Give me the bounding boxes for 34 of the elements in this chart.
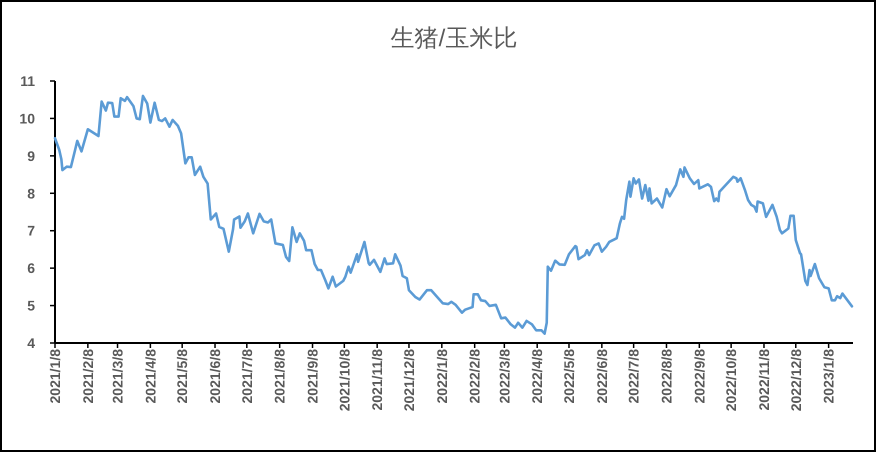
x-tick-label: 2021/5/8	[174, 348, 190, 404]
x-tick-label: 2022/9/8	[691, 348, 708, 404]
x-tick-label: 2022/11/8	[756, 348, 772, 411]
y-tick-label: 10	[19, 110, 36, 126]
x-tick-label: 2021/2/8	[80, 348, 96, 404]
x-tick-label: 2022/7/8	[626, 348, 642, 404]
x-tick-label: 2022/8/8	[658, 348, 674, 404]
x-tick-label: 2023/1/8	[820, 348, 837, 404]
x-tick-label: 2021/8/8	[272, 348, 288, 404]
y-tick-label: 6	[27, 260, 36, 276]
y-tick-label: 8	[27, 185, 36, 202]
y-tick-label: 7	[27, 222, 36, 239]
y-tick-label: 11	[20, 73, 36, 89]
x-tick-label: 2022/10/8	[723, 348, 740, 412]
x-tick-label: 2021/6/8	[207, 348, 224, 404]
x-tick-label: 2022/1/8	[434, 348, 450, 404]
x-tick-label: 2022/6/8	[594, 348, 610, 404]
y-tick-label: 4	[27, 335, 36, 351]
y-tick-label: 5	[27, 298, 36, 314]
x-tick-label: 2021/1/8	[47, 348, 63, 404]
x-tick-label: 2021/9/8	[304, 348, 321, 404]
x-tick-label: 2021/4/8	[142, 348, 158, 404]
x-tick-label: 2021/11/8	[369, 348, 386, 411]
x-tick-label: 2022/3/8	[496, 348, 512, 404]
x-tick-label: 2021/7/8	[238, 348, 255, 404]
chart-title: 生猪/玉米比	[390, 25, 518, 52]
x-tick-label: 2022/4/8	[529, 348, 546, 404]
x-tick-label: 2021/12/8	[400, 348, 417, 412]
x-tick-label: 2022/12/8	[788, 348, 804, 412]
x-tick-label: 2021/3/8	[110, 348, 126, 404]
y-tick-label: 9	[27, 148, 36, 164]
x-tick-label: 2021/10/8	[336, 348, 352, 412]
x-tick-label: 2022/5/8	[560, 348, 577, 404]
x-tick-label: 2022/2/8	[466, 348, 483, 404]
